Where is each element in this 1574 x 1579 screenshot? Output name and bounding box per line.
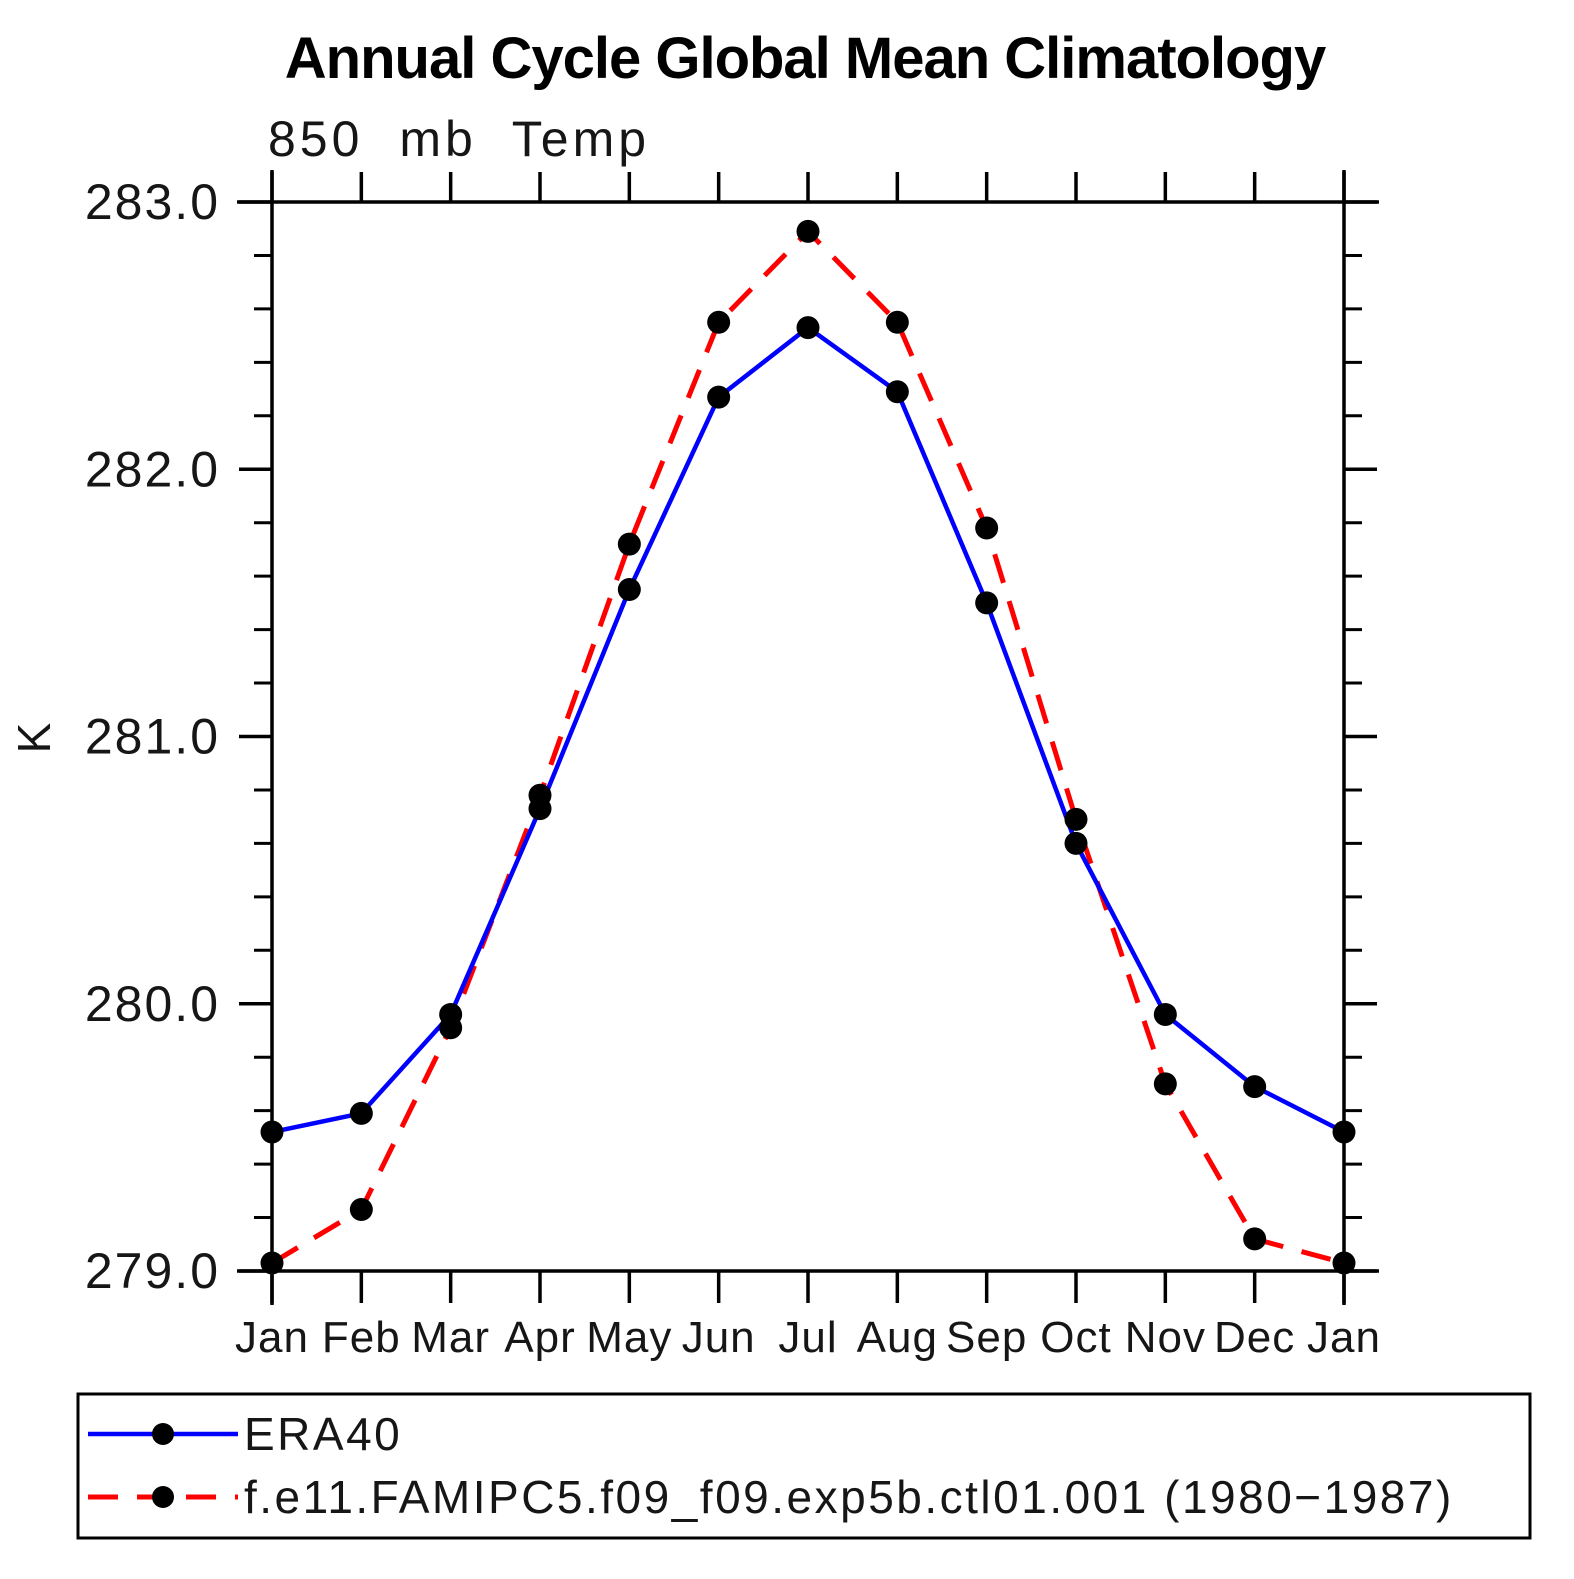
month-label: Dec [1214, 1313, 1295, 1362]
data-point-model-feb-1 [349, 1198, 373, 1222]
chart-title: Annual Cycle Global Mean Climatology [285, 26, 1326, 91]
month-label: Jul [778, 1313, 837, 1362]
series-line-model [270, 227, 1345, 1266]
month-label: Sep [946, 1313, 1027, 1362]
month-label: Jun [682, 1313, 756, 1362]
data-point-model-jun-5 [707, 310, 731, 334]
legend-label-model: f.e11.FAMIPC5.f09_f09.exp5b.ctl01.001 (1… [244, 1471, 1454, 1523]
data-point-model-sep-8 [975, 516, 999, 540]
month-label: Feb [322, 1313, 401, 1362]
data-point-era40-nov-10 [1153, 1002, 1177, 1026]
data-point-model-nov-10 [1153, 1072, 1177, 1096]
legend-marker-era40-icon [152, 1423, 174, 1445]
data-point-era40-oct-9 [1064, 831, 1088, 855]
data-point-era40-sep-8 [975, 591, 999, 615]
y-tick-label: 280.0 [85, 976, 220, 1032]
y-tick-label: 281.0 [85, 709, 220, 765]
data-point-model-mar-2 [439, 1016, 463, 1040]
data-point-era40-may-4 [617, 578, 641, 602]
chart-subtitle: 850 mb Temp [268, 111, 650, 167]
legend: ERA40 f.e11.FAMIPC5.f09_f09.exp5b.ctl01.… [76, 1392, 1532, 1540]
month-label: Nov [1125, 1313, 1206, 1362]
data-point-era40-aug-7 [885, 380, 909, 404]
data-point-model-apr-3 [528, 783, 552, 807]
month-label: Jan [1307, 1313, 1381, 1362]
data-point-era40-dec-11 [1243, 1075, 1267, 1099]
y-tick-label: 282.0 [85, 441, 220, 497]
y-tick-label: 283.0 [85, 174, 220, 230]
data-point-era40-jan-0 [260, 1120, 284, 1144]
data-point-era40-feb-1 [349, 1101, 373, 1125]
data-point-model-jul-6 [796, 219, 820, 243]
data-markers [260, 219, 1356, 1275]
data-point-model-oct-9 [1064, 807, 1088, 831]
y-tick-label: 279.0 [85, 1243, 220, 1299]
data-point-era40-jan-12 [1332, 1120, 1356, 1144]
month-label: Apr [504, 1313, 575, 1362]
series-line-era40 [271, 324, 1346, 1135]
month-label: Mar [411, 1313, 490, 1362]
data-point-model-aug-7 [885, 310, 909, 334]
data-point-model-jan-0 [260, 1251, 284, 1275]
axes-frame: 279.0 280.0 281.0 282.0 283.0 Jan Feb Mar Apr May… [85, 170, 1381, 1362]
data-point-era40-jun-5 [707, 385, 731, 409]
month-label: Jan [235, 1313, 309, 1362]
month-label: May [586, 1313, 672, 1362]
data-point-era40-jul-6 [796, 316, 820, 340]
month-label: Oct [1040, 1313, 1111, 1362]
data-point-model-may-4 [617, 532, 641, 556]
data-series [270, 227, 1346, 1266]
data-point-model-dec-11 [1243, 1227, 1267, 1251]
legend-label-era40: ERA40 [244, 1408, 402, 1460]
y-axis-label: K [8, 721, 60, 754]
month-label: Aug [857, 1313, 938, 1362]
legend-marker-model-icon [152, 1486, 174, 1508]
data-point-model-jan-12 [1332, 1251, 1356, 1275]
legend-box [76, 1392, 1532, 1540]
